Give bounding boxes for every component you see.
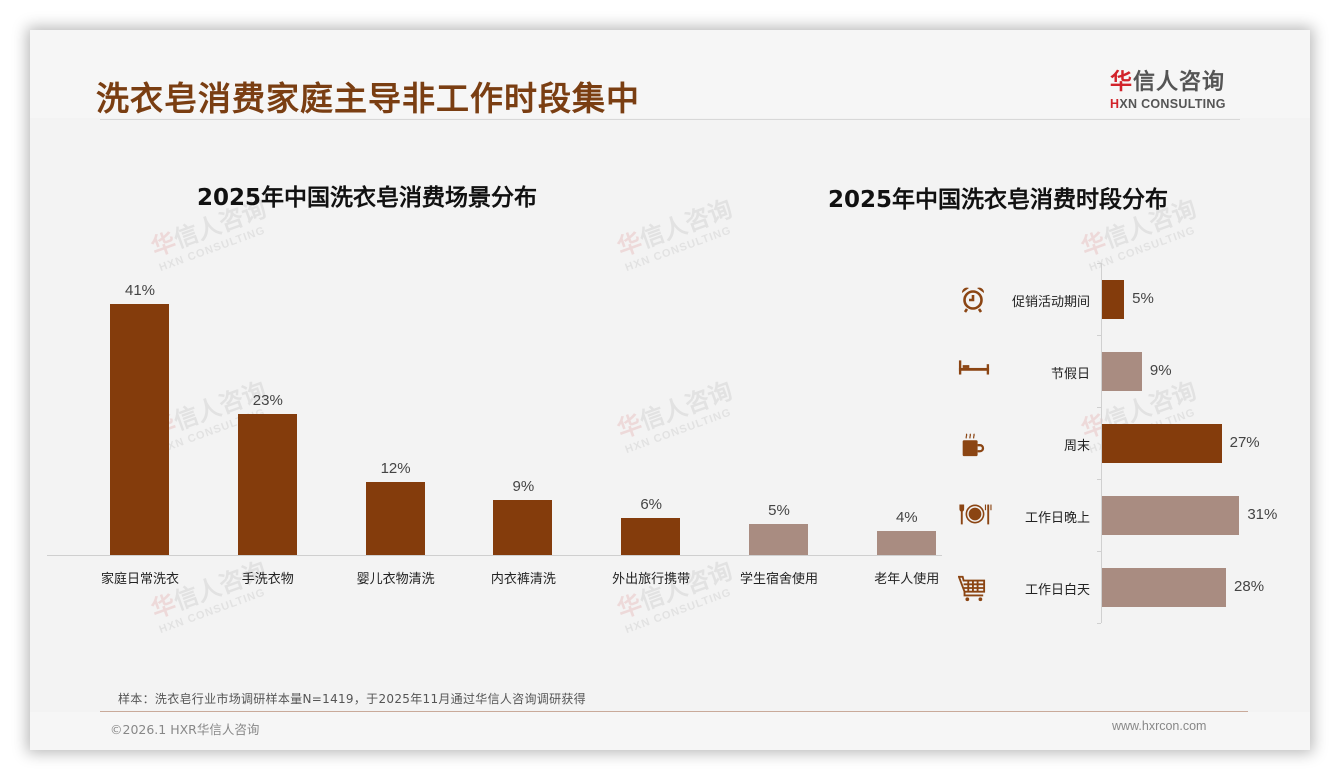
bar [1102, 352, 1142, 391]
bar [1102, 496, 1240, 535]
bar-value-label: 5% [768, 502, 790, 520]
category-label: 工作日白天 [1024, 583, 1090, 598]
axis-tick [1097, 623, 1101, 624]
bar [365, 481, 425, 555]
category-label: 老年人使用 [874, 572, 940, 587]
bar-row: 节假日 9% [940, 335, 1300, 407]
bar-value-label: 5% [1132, 290, 1154, 307]
page-title: 洗衣皂消费家庭主导非工作时段集中 [96, 79, 640, 118]
bar-row: 促销活动期间 5% [940, 263, 1300, 335]
axis-tick [1097, 479, 1101, 480]
category-label: 节假日 [1050, 367, 1090, 382]
category-label: 促销活动期间 [1011, 295, 1090, 310]
bar [1102, 280, 1125, 319]
bar-value-label: 31% [1247, 506, 1278, 523]
bar [749, 524, 808, 555]
bar-group: 12% 婴儿衣物清洗 [332, 270, 460, 630]
category-label: 手洗衣物 [241, 572, 294, 587]
logo-chinese: 华信人咨询 [1110, 70, 1226, 95]
logo-english: HXN CONSULTING [1110, 97, 1226, 111]
bar [1102, 424, 1222, 463]
bar-group: 23% 手洗衣物 [204, 270, 332, 630]
bar-value-label: 28% [1234, 578, 1265, 595]
period-bar-chart: 促销活动期间 5% 节假日 9% 周末 27% 工作日晚上 31% 工作日白天 28% [940, 260, 1300, 660]
bar-value-label: 27% [1229, 434, 1260, 451]
period-chart-title: 2025年中国洗衣皂消费时段分布 [828, 187, 1169, 213]
category-label: 婴儿衣物清洗 [356, 572, 435, 587]
bar-value-label: 9% [1149, 362, 1172, 379]
category-label: 家庭日常洗衣 [100, 572, 179, 587]
x-axis-line [47, 555, 942, 556]
plate-cutlery-icon [958, 501, 992, 529]
bar-value-label: 6% [640, 496, 663, 514]
footer-divider [100, 711, 1248, 712]
category-label: 学生宿舍使用 [739, 572, 818, 587]
bar-value-label: 4% [895, 508, 918, 526]
bar [493, 499, 553, 555]
bar-row: 周末 27% [940, 407, 1300, 479]
bar-row: 工作日晚上 31% [940, 479, 1300, 551]
scene-bar-chart: 41% 家庭日常洗衣 23% 手洗衣物 12% 婴儿衣物清洗 9% 内衣裤清洗 6% 外出旅行携带… [47, 270, 942, 630]
axis-tick [1097, 551, 1101, 552]
bar [1102, 568, 1227, 607]
company-logo: 华信人咨询 HXN CONSULTING [1110, 64, 1240, 111]
bar [110, 304, 169, 555]
bar-value-label: 9% [512, 477, 535, 495]
bar-value-label: 12% [380, 459, 411, 477]
y-axis-line [1101, 263, 1102, 623]
bar-value-label: 23% [252, 392, 283, 410]
bar [621, 518, 681, 555]
copyright-text: ©2026.1 HXR华信人咨询 [110, 722, 260, 737]
axis-tick [1097, 407, 1101, 408]
shopping-cart-icon [957, 573, 988, 602]
bar-group: 5% 学生宿舍使用 [715, 270, 843, 630]
sample-footnote: 样本：洗衣皂行业市场调研样本量N=1419，于2025年11月通过华信人咨询调研… [118, 692, 586, 706]
website-link[interactable]: www.hxrcon.com [1112, 719, 1207, 733]
bar-group: 9% 内衣裤清洗 [459, 270, 587, 630]
bar-group: 41% 家庭日常洗衣 [76, 270, 204, 630]
bar-value-label: 41% [124, 282, 156, 300]
coffee-cup-icon [958, 429, 988, 457]
category-label: 周末 [1063, 439, 1090, 454]
bar-group: 4% 老年人使用 [843, 270, 971, 630]
axis-tick [1097, 335, 1101, 336]
scene-chart-title: 2025年中国洗衣皂消费场景分布 [197, 185, 538, 211]
title-divider [100, 119, 1240, 120]
axis-tick [1097, 263, 1101, 264]
footer-band [30, 712, 1310, 750]
category-label: 外出旅行携带 [612, 572, 691, 587]
slide: 洗衣皂消费家庭主导非工作时段集中 华信人咨询 HXN CONSULTING 华信… [30, 30, 1310, 750]
bar [876, 530, 936, 555]
bed-icon [958, 357, 990, 385]
category-label: 内衣裤清洗 [490, 572, 556, 587]
category-label: 工作日晚上 [1024, 511, 1090, 526]
bar-group: 6% 外出旅行携带 [587, 270, 715, 630]
header-band [30, 30, 1310, 118]
bar-row: 工作日白天 28% [940, 551, 1300, 623]
alarm-clock-icon [958, 285, 988, 313]
bar [237, 414, 297, 555]
